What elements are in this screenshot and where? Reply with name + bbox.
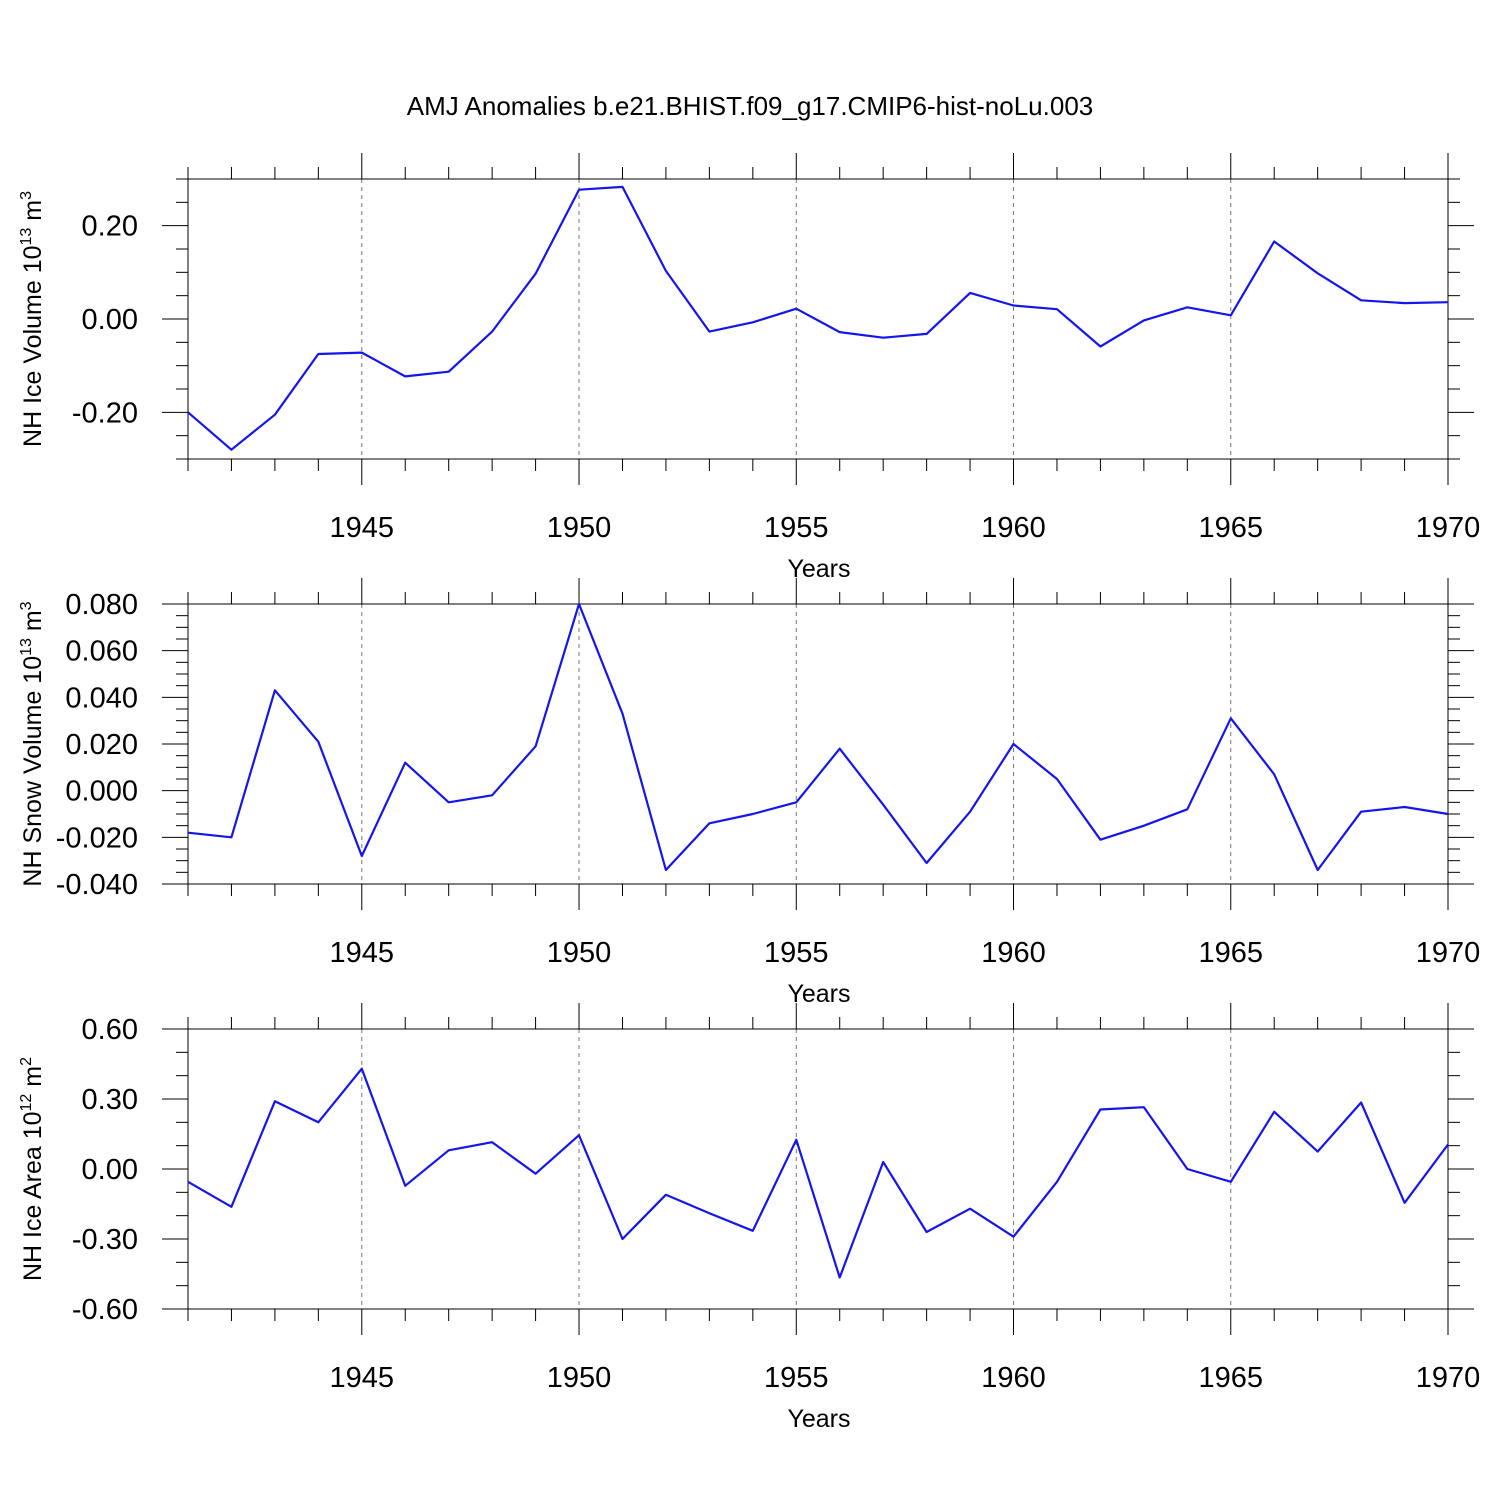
panel-snow-volume: -0.040 -0.020 0.000 0.020 0.040 0.060 0.080 194… <box>18 578 1480 1008</box>
series-line <box>187 185 1449 451</box>
panel-ice-area: -0.60 -0.30 0.00 0.30 0.60 1945 1950 1955 1960 19… <box>18 1003 1480 1433</box>
x-tick-label: 1955 <box>764 512 829 544</box>
x-axis-label: Years <box>787 980 850 1008</box>
plot-frame <box>187 1028 1449 1310</box>
x-tick-label: 1955 <box>764 1362 829 1394</box>
y-tick-label: 0.060 <box>65 636 138 668</box>
x-tick-label: 1950 <box>547 512 612 544</box>
x-tick-label: 1960 <box>981 937 1046 969</box>
x-tick-label: 1965 <box>1199 937 1264 969</box>
y-tick-label: -0.020 <box>56 822 138 854</box>
y-tick-label: -0.040 <box>56 869 138 901</box>
y-tick-label: 0.020 <box>65 729 138 761</box>
x-tick-label: 1950 <box>547 1362 612 1394</box>
x-tick-label: 1965 <box>1199 1362 1264 1394</box>
y-tick-label: 0.00 <box>82 1154 138 1186</box>
x-tick-label: 1965 <box>1199 512 1264 544</box>
y-tick-label: 0.60 <box>82 1014 138 1046</box>
plot-frame <box>187 603 1449 885</box>
y-tick-label: -0.60 <box>72 1294 138 1326</box>
x-tick-label: 1945 <box>330 1362 395 1394</box>
y-tick-label: 0.080 <box>65 589 138 621</box>
plot-frame <box>187 178 1449 460</box>
x-tick-label: 1955 <box>764 937 829 969</box>
x-tick-label: 1970 <box>1416 512 1481 544</box>
y-axis-label: NH Snow Volume 1013 m3 <box>18 601 47 886</box>
y-axis-label: NH Ice Volume 1013 m3 <box>18 191 47 447</box>
series-line <box>187 1067 1449 1279</box>
y-axis-label: NH Ice Area 1012 m2 <box>18 1057 47 1281</box>
x-tick-label: 1960 <box>981 512 1046 544</box>
x-axis-label: Years <box>787 1405 850 1433</box>
y-tick-label: 0.040 <box>65 682 138 714</box>
y-tick-label: 0.20 <box>82 211 138 243</box>
panel-ice-volume: -0.20 0.00 0.20 1945 1950 1955 1960 1965 1970 Yea… <box>18 153 1480 583</box>
y-tick-label: 0.000 <box>65 776 138 808</box>
x-axis-label: Years <box>787 555 850 583</box>
y-tick-label: 0.00 <box>82 304 138 336</box>
series-line <box>187 602 1449 872</box>
x-tick-label: 1945 <box>330 937 395 969</box>
figure-title: AMJ Anomalies b.e21.BHIST.f09_g17.CMIP6-… <box>407 91 1094 121</box>
x-tick-label: 1970 <box>1416 1362 1481 1394</box>
x-tick-label: 1950 <box>547 937 612 969</box>
x-tick-label: 1960 <box>981 1362 1046 1394</box>
y-tick-label: -0.20 <box>72 397 138 429</box>
y-tick-label: 0.30 <box>82 1084 138 1116</box>
x-tick-label: 1970 <box>1416 937 1481 969</box>
y-tick-label: -0.30 <box>72 1224 138 1256</box>
x-tick-label: 1945 <box>330 512 395 544</box>
